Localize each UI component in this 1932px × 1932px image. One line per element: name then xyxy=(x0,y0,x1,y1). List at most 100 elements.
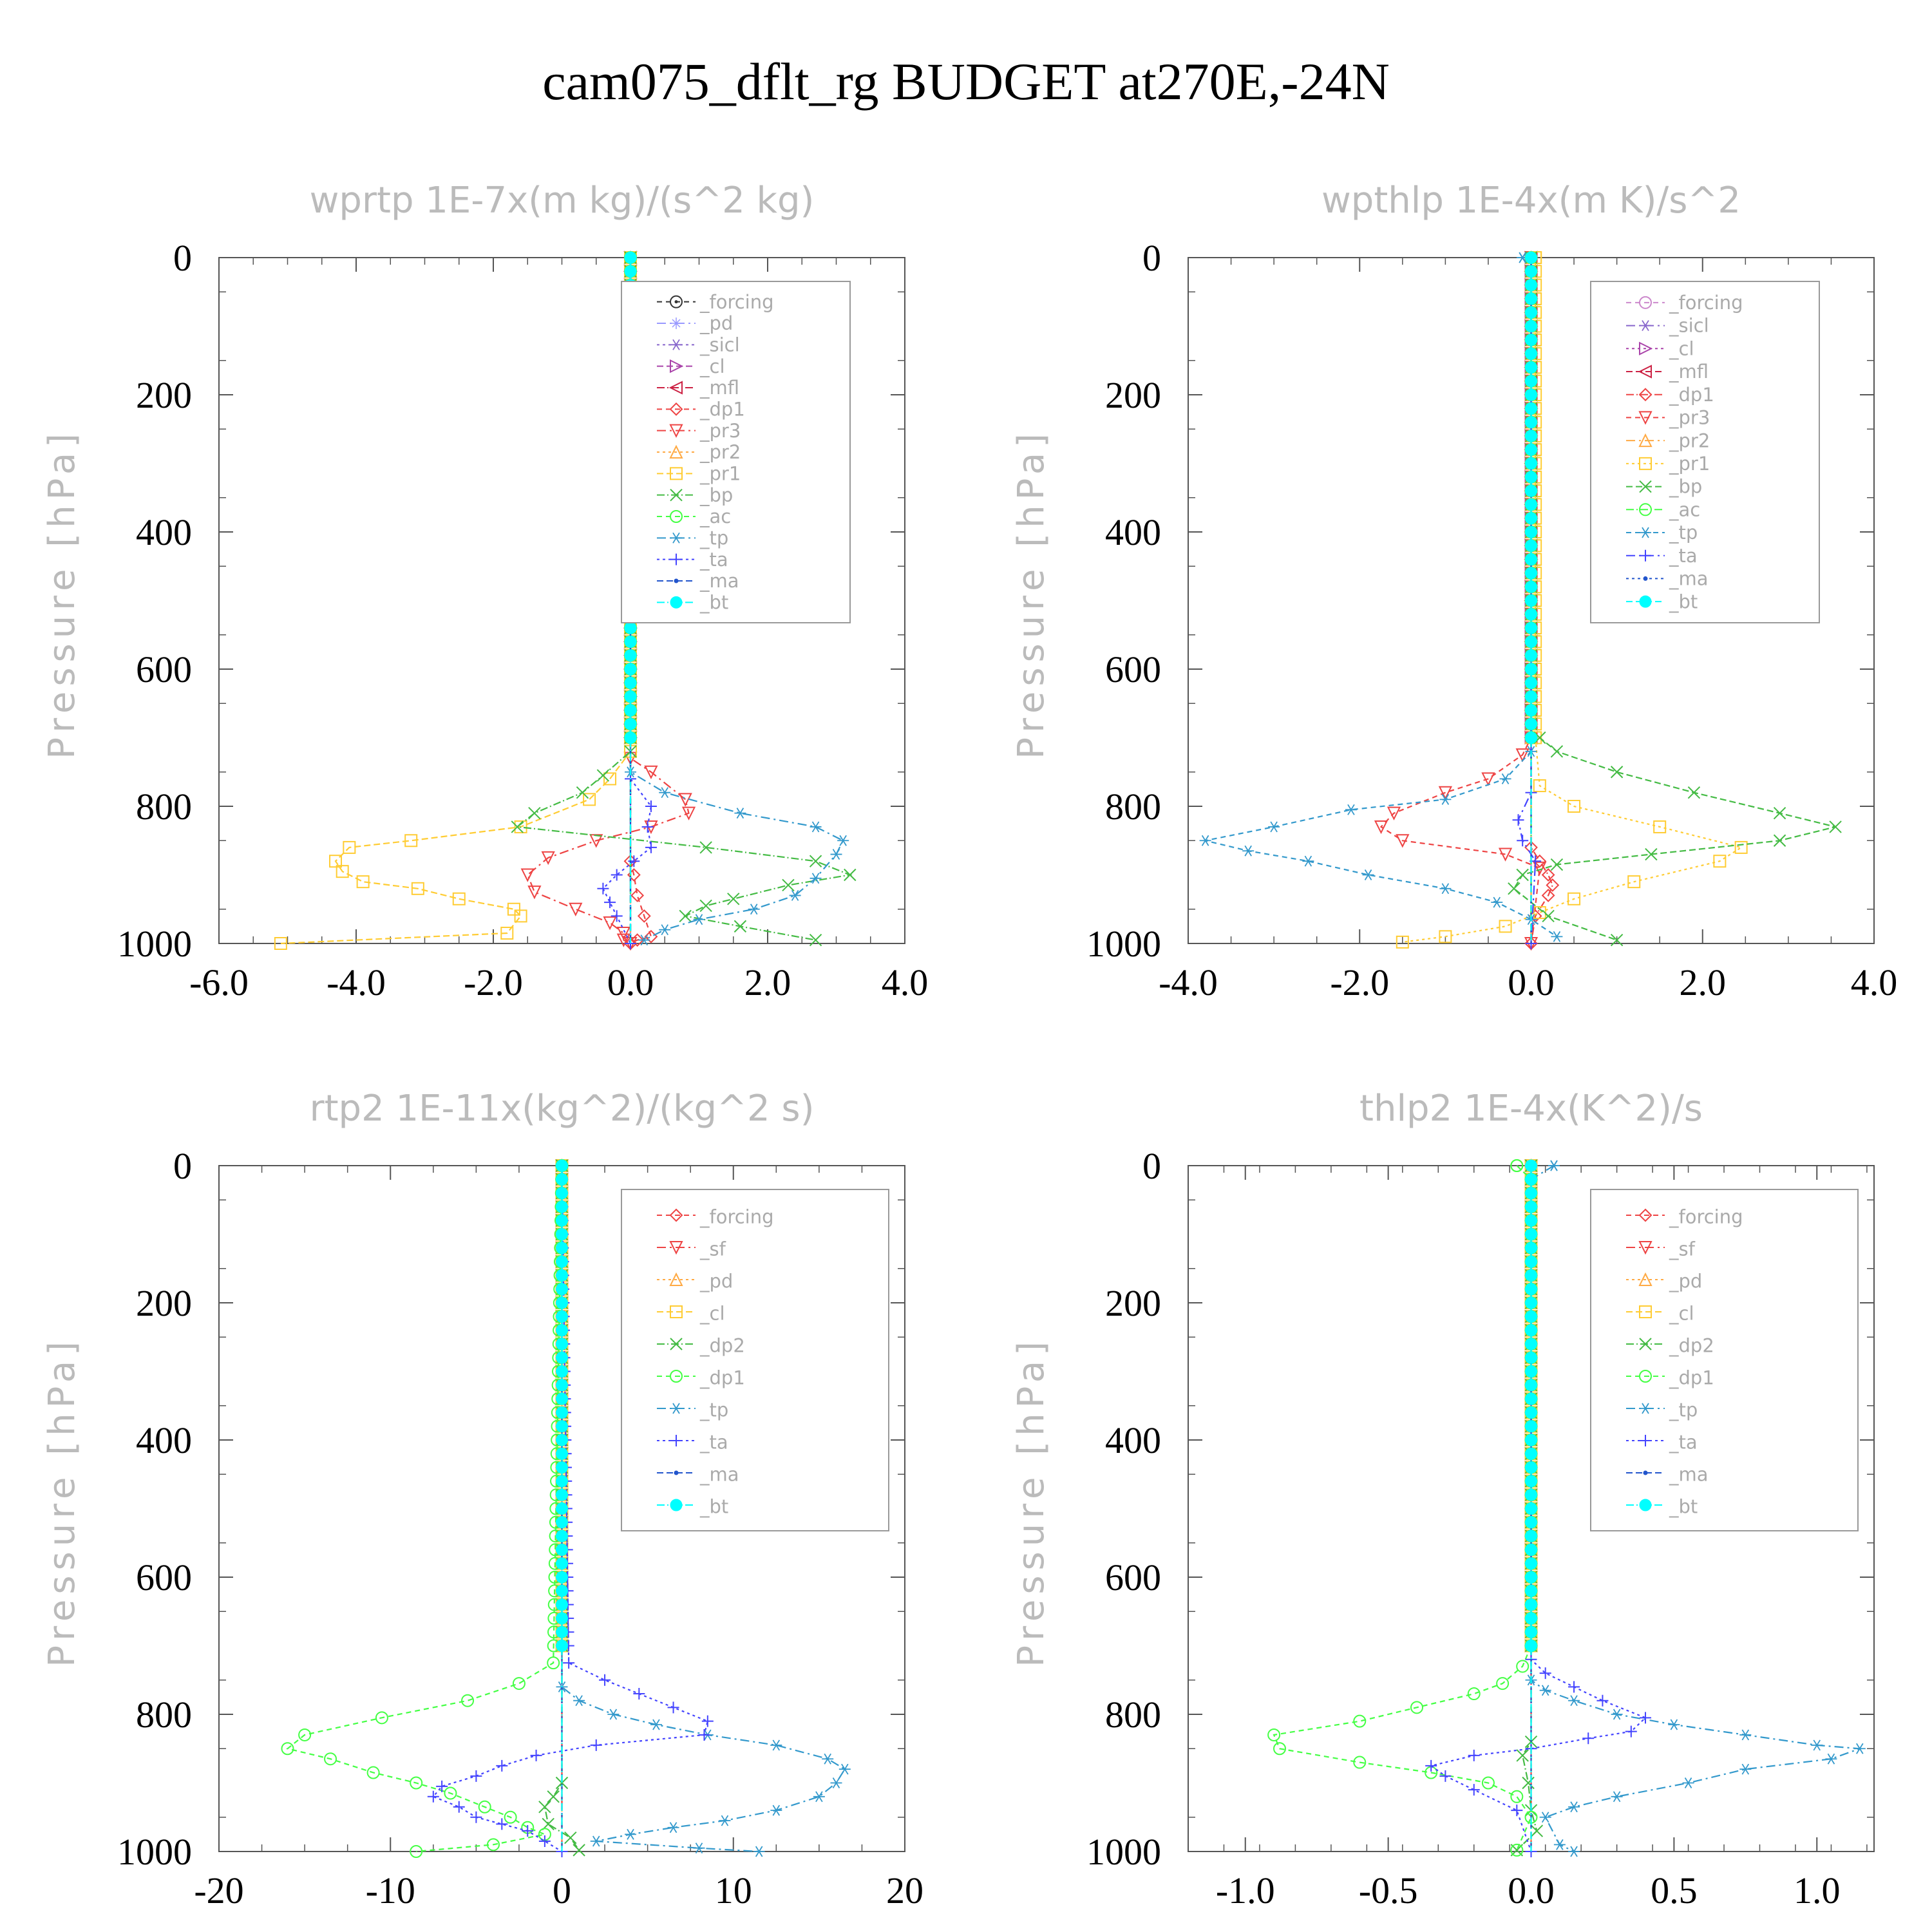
legend-marker xyxy=(670,1403,682,1414)
series-marker xyxy=(1508,882,1520,895)
series-marker xyxy=(748,904,760,915)
series-marker xyxy=(512,1677,526,1690)
series-marker xyxy=(1525,1420,1537,1433)
x-tick-label: -1.0 xyxy=(1216,1870,1275,1911)
series-marker xyxy=(1550,858,1564,871)
series-marker xyxy=(1438,786,1452,800)
series-marker xyxy=(504,1810,517,1824)
series-marker xyxy=(366,1766,380,1779)
series-marker xyxy=(1525,567,1537,580)
legend-marker xyxy=(670,317,682,329)
series-marker xyxy=(1640,1712,1651,1724)
legend-label: _cl xyxy=(699,355,725,377)
legend-label: _forcing xyxy=(699,1206,774,1228)
series-marker xyxy=(1533,779,1546,793)
series-marker xyxy=(569,902,583,916)
series-marker xyxy=(659,787,671,799)
series-line xyxy=(1530,258,1553,944)
panel-1: wprtp 1E-7x(m kg)/(s^2 kg) 0 200 400 600 800 1… xyxy=(41,180,928,1003)
series-marker xyxy=(1525,334,1537,346)
legend-label: _dp1 xyxy=(1669,384,1714,406)
legend-marker xyxy=(1639,1338,1652,1350)
panel-title: rtp2 1E-11x(kg^2)/(kg^2 s) xyxy=(310,1088,815,1130)
legend-label: _dp1 xyxy=(699,1367,745,1389)
series-marker xyxy=(556,1557,568,1570)
legend-label: _pr1 xyxy=(699,462,741,484)
legend-item: _dp1 xyxy=(1626,1367,1714,1389)
legend-marker-ring xyxy=(670,295,683,308)
series-marker xyxy=(1525,320,1537,332)
legend-item: _pr3 xyxy=(1626,407,1710,429)
legend-item: _tp xyxy=(1626,522,1698,544)
series-marker xyxy=(1525,1584,1537,1597)
series-marker xyxy=(1525,1406,1537,1419)
series-marker xyxy=(1396,935,1409,949)
legend-item: _dp1 xyxy=(657,1367,745,1389)
series-marker xyxy=(556,1625,568,1638)
legend-marker xyxy=(1643,1470,1648,1475)
series-marker xyxy=(1525,292,1537,305)
series-marker xyxy=(624,663,637,676)
legend-item: _bt xyxy=(1626,591,1698,612)
series-marker xyxy=(1525,306,1537,319)
series-marker xyxy=(470,1811,482,1823)
series-marker xyxy=(1273,1742,1286,1756)
series-marker xyxy=(678,793,692,807)
y-tick-label: 800 xyxy=(136,1694,192,1736)
legend-marker xyxy=(669,424,683,438)
legend-item: _bt xyxy=(657,1496,728,1518)
series-marker xyxy=(1525,732,1537,744)
series-marker xyxy=(644,765,658,779)
series-marker xyxy=(1525,580,1537,593)
series-marker xyxy=(1468,1784,1480,1796)
series-marker xyxy=(1546,878,1560,892)
series-marker xyxy=(809,855,822,867)
series-marker xyxy=(1525,388,1537,401)
series-marker xyxy=(659,924,671,936)
series-marker xyxy=(624,635,637,648)
series-marker xyxy=(1525,1530,1537,1542)
series-marker xyxy=(1268,821,1280,833)
legend-item: _cl xyxy=(1626,1303,1694,1325)
legend-marker xyxy=(1640,320,1651,332)
series-marker xyxy=(556,1488,568,1501)
series-marker xyxy=(1525,1338,1537,1350)
series-marker xyxy=(556,1379,568,1392)
series-marker xyxy=(530,1749,542,1761)
series-marker xyxy=(1541,889,1555,902)
series-marker xyxy=(538,1801,551,1814)
panel-title: wprtp 1E-7x(m kg)/(s^2 kg) xyxy=(310,180,815,222)
series-marker xyxy=(1567,800,1581,813)
series-marker xyxy=(410,1776,423,1790)
series-marker xyxy=(1525,1557,1537,1570)
legend-label: _pr2 xyxy=(1669,430,1710,451)
series-line xyxy=(1530,1165,1861,1852)
series-marker xyxy=(556,1640,568,1652)
y-tick-label: 400 xyxy=(136,1419,192,1461)
series-marker xyxy=(611,910,623,922)
legend-marker xyxy=(670,1370,683,1383)
series-marker xyxy=(1525,484,1537,497)
series-marker xyxy=(667,1701,679,1714)
legend-label: _cl xyxy=(1669,337,1694,359)
legend-marker xyxy=(1639,480,1652,493)
series-marker xyxy=(1533,861,1547,876)
series-marker xyxy=(527,886,542,900)
series-marker xyxy=(514,909,527,923)
series-marker xyxy=(679,909,692,923)
legend-marker xyxy=(1639,296,1652,309)
series-marker xyxy=(556,1310,568,1323)
series-marker xyxy=(1596,1694,1609,1707)
series-marker xyxy=(573,1695,585,1707)
series-marker xyxy=(1541,868,1555,882)
legend-label: _pd xyxy=(699,312,733,334)
legend-marker xyxy=(1639,503,1652,516)
series-marker xyxy=(1525,1173,1537,1186)
series-marker xyxy=(624,251,637,264)
legend-label: _sf xyxy=(1669,1238,1696,1260)
series-marker xyxy=(637,909,651,923)
x-tick-label: 0.0 xyxy=(1508,961,1555,1003)
series-marker xyxy=(1439,930,1452,943)
legend-marker xyxy=(670,1338,683,1350)
series-marker xyxy=(1525,1516,1537,1529)
